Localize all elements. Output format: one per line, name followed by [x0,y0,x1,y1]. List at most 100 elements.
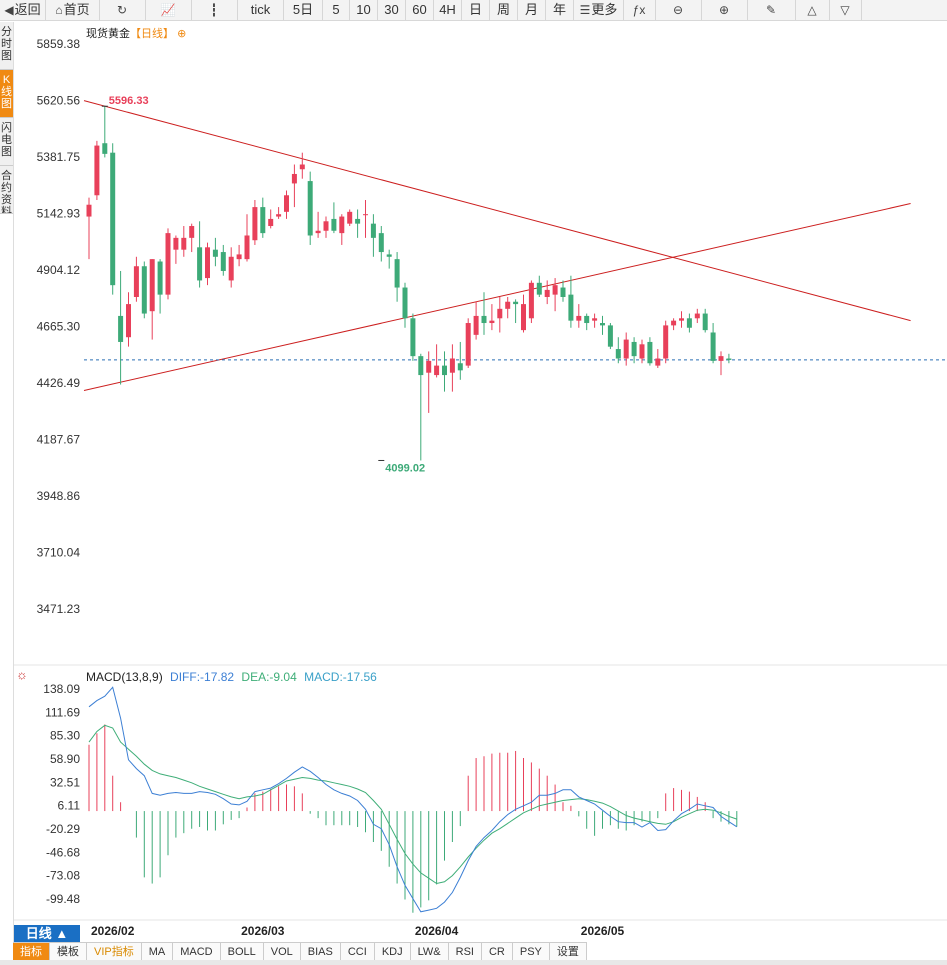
candle-body [284,195,289,212]
candlestick-icon: ┇ [210,3,218,17]
line-chart-icon: 📈 [160,3,176,17]
side-tab-0[interactable]: 分时图 [0,22,13,70]
candle-body [497,308,503,319]
toolbar-label: 60 [412,2,427,17]
indicator-tab-8[interactable]: CCI [340,943,375,961]
toolbar-item-20[interactable]: ✎ [748,0,796,20]
macd-title: MACD(13,8,9) [86,670,163,684]
toolbar: ◀返回 ⌂首页 ↻ 📈 ┇ tick 5日 5 10 30 60 4H 日周月年 ☰更多 ƒx ⊖ ⊕ ✎ △ ▽ [0,0,947,21]
indicator-tab-6[interactable]: VOL [263,943,301,961]
candle-body [94,145,100,196]
toolbar-item-16[interactable]: ☰更多 [574,0,624,20]
indicator-tab-0[interactable]: 指标 [13,943,50,961]
toolbar-item-6[interactable]: 5日 [284,0,323,20]
candle-body [102,143,108,154]
candle-body [710,332,716,361]
toolbar-item-13[interactable]: 周 [490,0,518,20]
toolbar-label: 首页 [63,2,90,17]
candle-body [505,301,511,309]
toolbar-item-19[interactable]: ⊕ [702,0,748,20]
period-button[interactable]: 日线 ▲ [14,925,80,942]
toolbar-item-2[interactable]: ↻ [100,0,146,20]
symbol-title: 现货黄金【日线】 ⊕ [86,25,186,41]
indicator-tab-12[interactable]: CR [481,943,513,961]
date-tick-label: 2026/03 [241,924,285,938]
indicator-tab-7[interactable]: BIAS [300,943,341,961]
side-tab-3[interactable]: 合约资料 [0,166,13,214]
candle-body [600,323,605,326]
toolbar-item-17[interactable]: ƒx [624,0,656,20]
indicator-tab-10[interactable]: LW& [410,943,449,961]
zoom-in-icon: ⊕ [718,3,730,17]
candle-body [568,294,574,321]
price-tick-label: 5859.38 [37,37,81,51]
indicator-tab-5[interactable]: BOLL [220,943,264,961]
toolbar-label: 返回 [14,2,41,17]
indicator-tab-1[interactable]: 模板 [50,943,87,961]
price-tick-label: 5142.93 [37,207,81,221]
toolbar-label: 5 [332,2,340,17]
indicator-tab-9[interactable]: KDJ [374,943,411,961]
candle-body [133,266,139,297]
toolbar-item-12[interactable]: 日 [462,0,490,20]
toolbar-item-1[interactable]: ⌂首页 [46,0,100,20]
indicator-tab-11[interactable]: RSI [448,943,482,961]
toolbar-item-10[interactable]: 60 [406,0,434,20]
candle-body [378,233,384,253]
candle-body [679,318,684,321]
toolbar-label: 日 [468,2,482,17]
candle-body [536,282,542,295]
candle-body [434,365,440,376]
indicator-tab-13[interactable]: PSY [512,943,550,961]
refresh-icon: ↻ [116,3,128,17]
toolbar-item-5[interactable]: tick [238,0,284,20]
price-tick-label: 4426.49 [37,376,81,390]
price-tick-label: 5620.56 [37,94,81,108]
candle-body [418,356,424,376]
toolbar-item-11[interactable]: 4H [434,0,462,20]
price-tick-label: 3710.04 [37,546,81,560]
price-tick-label: 3471.23 [37,602,81,616]
toolbar-item-18[interactable]: ⊖ [656,0,702,20]
candle-body [236,254,242,260]
price-tick-label: 4665.30 [37,320,81,334]
candle-body [323,221,329,231]
toolbar-item-22[interactable]: ▽ [830,0,862,20]
toolbar-item-15[interactable]: 年 [546,0,574,20]
side-tab-2[interactable]: 闪电图 [0,118,13,166]
toolbar-item-14[interactable]: 月 [518,0,546,20]
macd-legend: MACD(13,8,9) DIFF:-17.82 DEA:-9.04 MACD:… [86,670,381,684]
toolbar-item-3[interactable]: 📈 [146,0,192,20]
macd-diff-value: DIFF:-17.82 [170,670,235,684]
candle-body [655,358,661,366]
macd-tick-label: -73.08 [46,869,80,883]
toolbar-item-8[interactable]: 10 [350,0,378,20]
toolbar-label: 30 [384,2,399,17]
indicator-tab-2[interactable]: VIP指标 [87,943,142,961]
toolbar-item-21[interactable]: △ [796,0,830,20]
candle-body [560,287,566,297]
candle-body [228,256,234,281]
symbol-period: 【日线】 [130,28,174,40]
settings-gear-icon[interactable]: ☼ [16,667,28,682]
symbol-marker[interactable]: ⊕ [177,28,187,40]
candle-body [244,235,250,260]
indicator-tab-3[interactable]: MA [141,943,174,961]
candle-body [521,304,526,331]
toolbar-item-9[interactable]: 30 [378,0,406,20]
candle-body [189,226,195,238]
toolbar-item-7[interactable]: 5 [323,0,350,20]
indicator-tab-4[interactable]: MACD [173,943,221,961]
indicator-tab-14[interactable]: 设置 [549,943,587,961]
toolbar-item-4[interactable]: ┇ [192,0,238,20]
candle-body [702,313,708,331]
price-tick-label: 4904.12 [37,263,81,277]
macd-tick-label: 85.30 [50,729,80,743]
candle-body [623,339,629,359]
toolbar-item-0[interactable]: ◀返回 [0,0,46,20]
candle-body [718,356,724,361]
candle-body [663,325,669,359]
